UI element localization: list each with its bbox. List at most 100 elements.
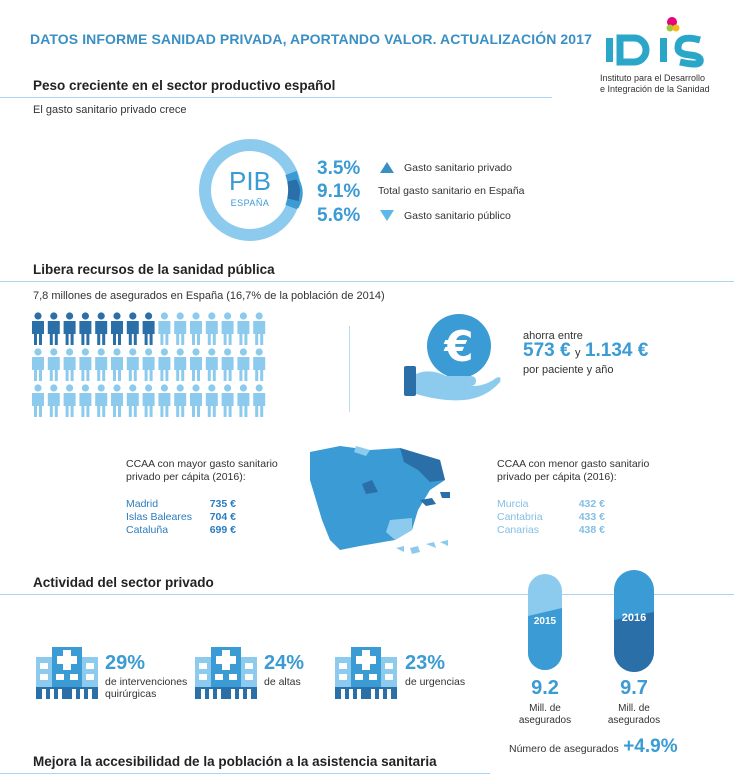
person-icon	[174, 312, 187, 345]
ccaa-value: 699 €	[209, 524, 236, 536]
stat-discharge-line1: de altas	[264, 676, 301, 688]
person-icon	[174, 384, 187, 417]
pib-label: PIB	[229, 166, 271, 196]
logo-line-2: e Integración de la Sanidad	[600, 84, 710, 94]
person-icon	[190, 384, 202, 417]
savings-value-high: 1.134 €	[584, 340, 649, 361]
ccaa-highest-title-1: CCAA con mayor gasto sanitario	[126, 458, 278, 470]
hospital-icon	[195, 647, 257, 699]
ccaa-lowest-title-1: CCAA con menor gasto sanitario	[497, 458, 650, 470]
savings-value-low: 573 €	[523, 340, 571, 361]
list-item: Madrid 735 €	[126, 498, 236, 511]
pib-ring: PIB ESPAÑA	[198, 138, 302, 242]
person-icon	[221, 312, 234, 345]
euro-hand-icon: €	[404, 314, 501, 401]
section-divider	[0, 97, 552, 98]
person-icon	[32, 348, 44, 381]
page-title: DATOS INFORME SANIDAD PRIVADA, APORTANDO…	[30, 31, 592, 47]
person-icon	[142, 384, 155, 417]
stat-emergency-pct: 23%	[405, 652, 446, 674]
person-icon	[158, 348, 171, 381]
ccaa-highest-list: Madrid 735 € Islas Baleares 704 € Catalu…	[126, 498, 236, 537]
person-icon	[126, 312, 139, 345]
capsule-2016-icon: 2016	[614, 570, 654, 672]
logo-line-1: Instituto para el Desarrollo	[600, 73, 706, 83]
person-icon	[190, 348, 202, 381]
insured-2015-line2: asegurados	[518, 715, 572, 726]
person-icon	[237, 384, 250, 417]
capsule-2015-year: 2015	[534, 616, 557, 627]
list-item: Islas Baleares 704 €	[126, 511, 236, 524]
stat-discharge-pct: 24%	[264, 652, 305, 674]
person-icon	[221, 348, 234, 381]
person-icon	[111, 312, 123, 345]
ccaa-lowest: CCAA con menor gasto sanitario privado p…	[497, 458, 649, 484]
insured-2016-line1: Mill. de	[618, 703, 650, 714]
growth-label: Número de asegurados	[509, 743, 619, 755]
ccaa-highest: CCAA con mayor gasto sanitario privado p…	[126, 458, 278, 484]
person-icon	[253, 384, 266, 417]
person-icon	[205, 312, 218, 345]
pct-total: 9.1%	[317, 181, 361, 202]
section-divider	[0, 773, 490, 774]
triangle-up-icon	[380, 162, 394, 173]
savings-values: 573 € y 1.134 €	[523, 340, 648, 362]
ccaa-name: Canarias	[497, 524, 540, 536]
person-icon	[158, 312, 171, 345]
idis-logo-icon	[606, 17, 704, 68]
person-icon	[63, 348, 76, 381]
stat-surgery-line2: quirúrgicas	[105, 688, 157, 700]
section-title-libera: Libera recursos de la sanidad pública	[33, 262, 275, 277]
legend-total: Total gasto sanitario en España	[378, 185, 525, 197]
pct-private: 3.5%	[317, 158, 361, 179]
person-icon	[221, 384, 234, 417]
pib-sublabel: ESPAÑA	[230, 198, 270, 208]
person-icon	[253, 348, 266, 381]
legend-public: Gasto sanitario público	[404, 210, 511, 222]
insured-2016-value: 9.7	[620, 677, 648, 699]
person-icon	[237, 312, 250, 345]
person-icon	[111, 348, 123, 381]
ccaa-value: 432 €	[578, 498, 605, 510]
section-title-mejora: Mejora la accesibilidad de la población …	[33, 754, 437, 769]
ccaa-name: Cantabria	[497, 511, 543, 523]
growth-row: Número de asegurados +4.9%	[509, 736, 678, 758]
bracket-icon	[295, 177, 303, 209]
person-icon	[142, 312, 155, 345]
stat-surgery-line1: de intervenciones	[105, 676, 188, 688]
person-icon	[79, 384, 92, 417]
stat-emergency-line1: de urgencias	[405, 676, 466, 688]
savings-tail: por paciente y año	[523, 364, 614, 376]
capsule-2016-year: 2016	[622, 612, 646, 624]
section-divider	[0, 281, 734, 282]
person-icon	[63, 312, 76, 345]
list-item: Cantabria 433 €	[497, 511, 605, 524]
person-icon	[205, 348, 218, 381]
spain-map	[310, 446, 450, 554]
person-icon	[79, 312, 92, 345]
section-title-peso: Peso creciente en el sector productivo e…	[33, 78, 336, 93]
triangle-down-icon	[380, 210, 394, 221]
insured-2015-value: 9.2	[531, 677, 559, 699]
savings-connector: y	[575, 347, 581, 359]
section-subtitle: El gasto sanitario privado crece	[33, 104, 187, 116]
list-item: Murcia 432 €	[497, 498, 605, 511]
person-icon	[190, 312, 202, 345]
person-icon	[47, 312, 60, 345]
ccaa-value: 438 €	[578, 524, 605, 536]
legend-private: Gasto sanitario privado	[404, 162, 512, 174]
idis-logo: Instituto para el Desarrollo e Integraci…	[600, 8, 720, 98]
ccaa-name: Cataluña	[126, 524, 169, 536]
ccaa-name: Islas Baleares	[126, 511, 192, 523]
section-subtitle: 7,8 millones de asegurados en España (16…	[33, 290, 385, 302]
person-icon	[126, 348, 139, 381]
stat-surgery-pct: 29%	[105, 652, 146, 674]
insured-2015-line1: Mill. de	[529, 703, 561, 714]
section-divider	[0, 594, 734, 595]
person-icon	[158, 384, 171, 417]
ccaa-name: Murcia	[497, 498, 529, 510]
person-icon	[79, 348, 92, 381]
person-icon	[47, 384, 60, 417]
svg-text:€: €	[443, 322, 473, 371]
list-item: Canarias 438 €	[497, 524, 605, 537]
